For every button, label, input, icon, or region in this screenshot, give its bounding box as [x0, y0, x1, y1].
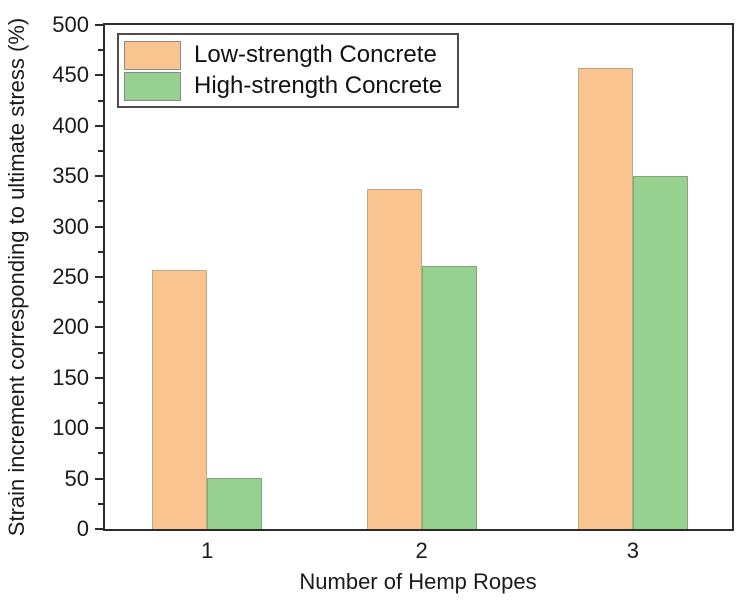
- y-tick-label: 500: [52, 12, 89, 37]
- legend-swatch: [124, 40, 181, 70]
- bar-high-strength-concrete-ropes-3: [632, 176, 688, 529]
- bar-low-strength-concrete-ropes-3: [577, 68, 633, 529]
- x-tick-label: 3: [626, 538, 640, 563]
- y-minor-tick: [98, 452, 103, 455]
- y-major-tick: [95, 24, 103, 26]
- y-minor-tick: [98, 200, 103, 203]
- y-tick-label: 150: [52, 364, 89, 390]
- y-minor-tick: [98, 402, 103, 404]
- y-minor-tick: [98, 49, 103, 52]
- y-major-tick: [95, 74, 103, 77]
- y-major-tick: [95, 175, 103, 178]
- y-major-tick: [95, 225, 103, 228]
- legend-entry: High-strength Concrete: [124, 71, 442, 101]
- y-minor-tick: [98, 250, 103, 253]
- y-major-tick: [95, 326, 103, 329]
- y-major-tick: [95, 528, 103, 530]
- y-minor-tick: [98, 351, 103, 354]
- x-tick-label: 2: [415, 538, 428, 563]
- bar-high-strength-concrete-ropes-2: [421, 266, 477, 529]
- bar-low-strength-concrete-ropes-2: [366, 189, 422, 529]
- y-major-tick: [95, 376, 103, 379]
- y-tick-label: 100: [52, 415, 89, 441]
- y-major-tick: [95, 427, 103, 430]
- x-tick-label: 1: [201, 538, 214, 563]
- y-major-tick: [95, 276, 103, 278]
- bar-high-strength-concrete-ropes-1: [207, 478, 263, 529]
- y-minor-tick: [98, 502, 103, 505]
- y-tick-label: 400: [52, 112, 89, 138]
- y-tick-label: 0: [76, 516, 89, 541]
- y-tick-label: 250: [52, 264, 89, 289]
- legend-entry: Low-strength Concrete: [124, 40, 442, 70]
- y-tick-label: 200: [52, 314, 89, 340]
- y-tick-label: 350: [52, 163, 89, 189]
- legend-swatch: [124, 71, 181, 101]
- legend: Low-strength Concrete High-strength Concr…: [117, 33, 460, 108]
- y-tick-label: 300: [52, 213, 89, 239]
- y-minor-tick: [98, 150, 103, 152]
- y-minor-tick: [98, 99, 103, 102]
- bar-low-strength-concrete-ropes-1: [152, 270, 208, 529]
- y-tick-label: 50: [64, 465, 89, 491]
- plot-area: Low-strength Concrete High-strength Concr…: [103, 23, 734, 531]
- y-tick-label: 450: [52, 62, 89, 88]
- x-axis-title: Number of Hemp Ropes: [299, 569, 537, 594]
- legend-label: High-strength Concrete: [194, 72, 443, 99]
- y-minor-tick: [98, 301, 103, 304]
- y-major-tick: [95, 124, 103, 127]
- legend-label: Low-strength Concrete: [194, 41, 437, 68]
- y-major-tick: [95, 477, 103, 480]
